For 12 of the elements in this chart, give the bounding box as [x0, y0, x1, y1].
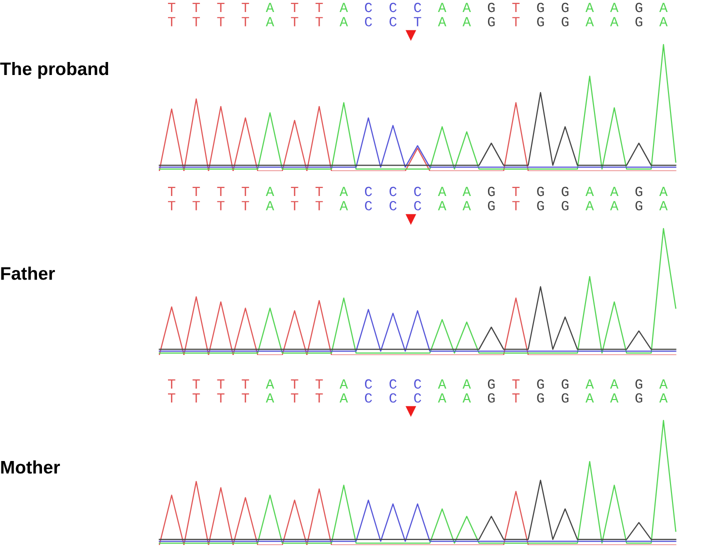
y-axis-title: Father [1, 266, 55, 280]
text: T T T T A T T A C C C A A G T G G A A G A [168, 379, 668, 389]
text: ▼ [406, 30, 416, 41]
text: ▼ [406, 406, 416, 417]
text: T T T T A T T A C C C A A G T G G A A G A [168, 2, 668, 12]
text: ▼ [406, 214, 416, 225]
text: T T T T A T T A C C C A A G T G G A A G A [168, 200, 668, 210]
text: T T T T A T T A C C C A A G T G G A A G A [168, 393, 668, 403]
y-axis-title: Mother [1, 460, 60, 474]
text: T T T T A T T A C C C A A G T G G A A G A [168, 186, 668, 196]
text: T T T T A T T A C C T A A G T G G A A G A [168, 16, 668, 26]
y-axis-title: The proband [0, 62, 108, 79]
